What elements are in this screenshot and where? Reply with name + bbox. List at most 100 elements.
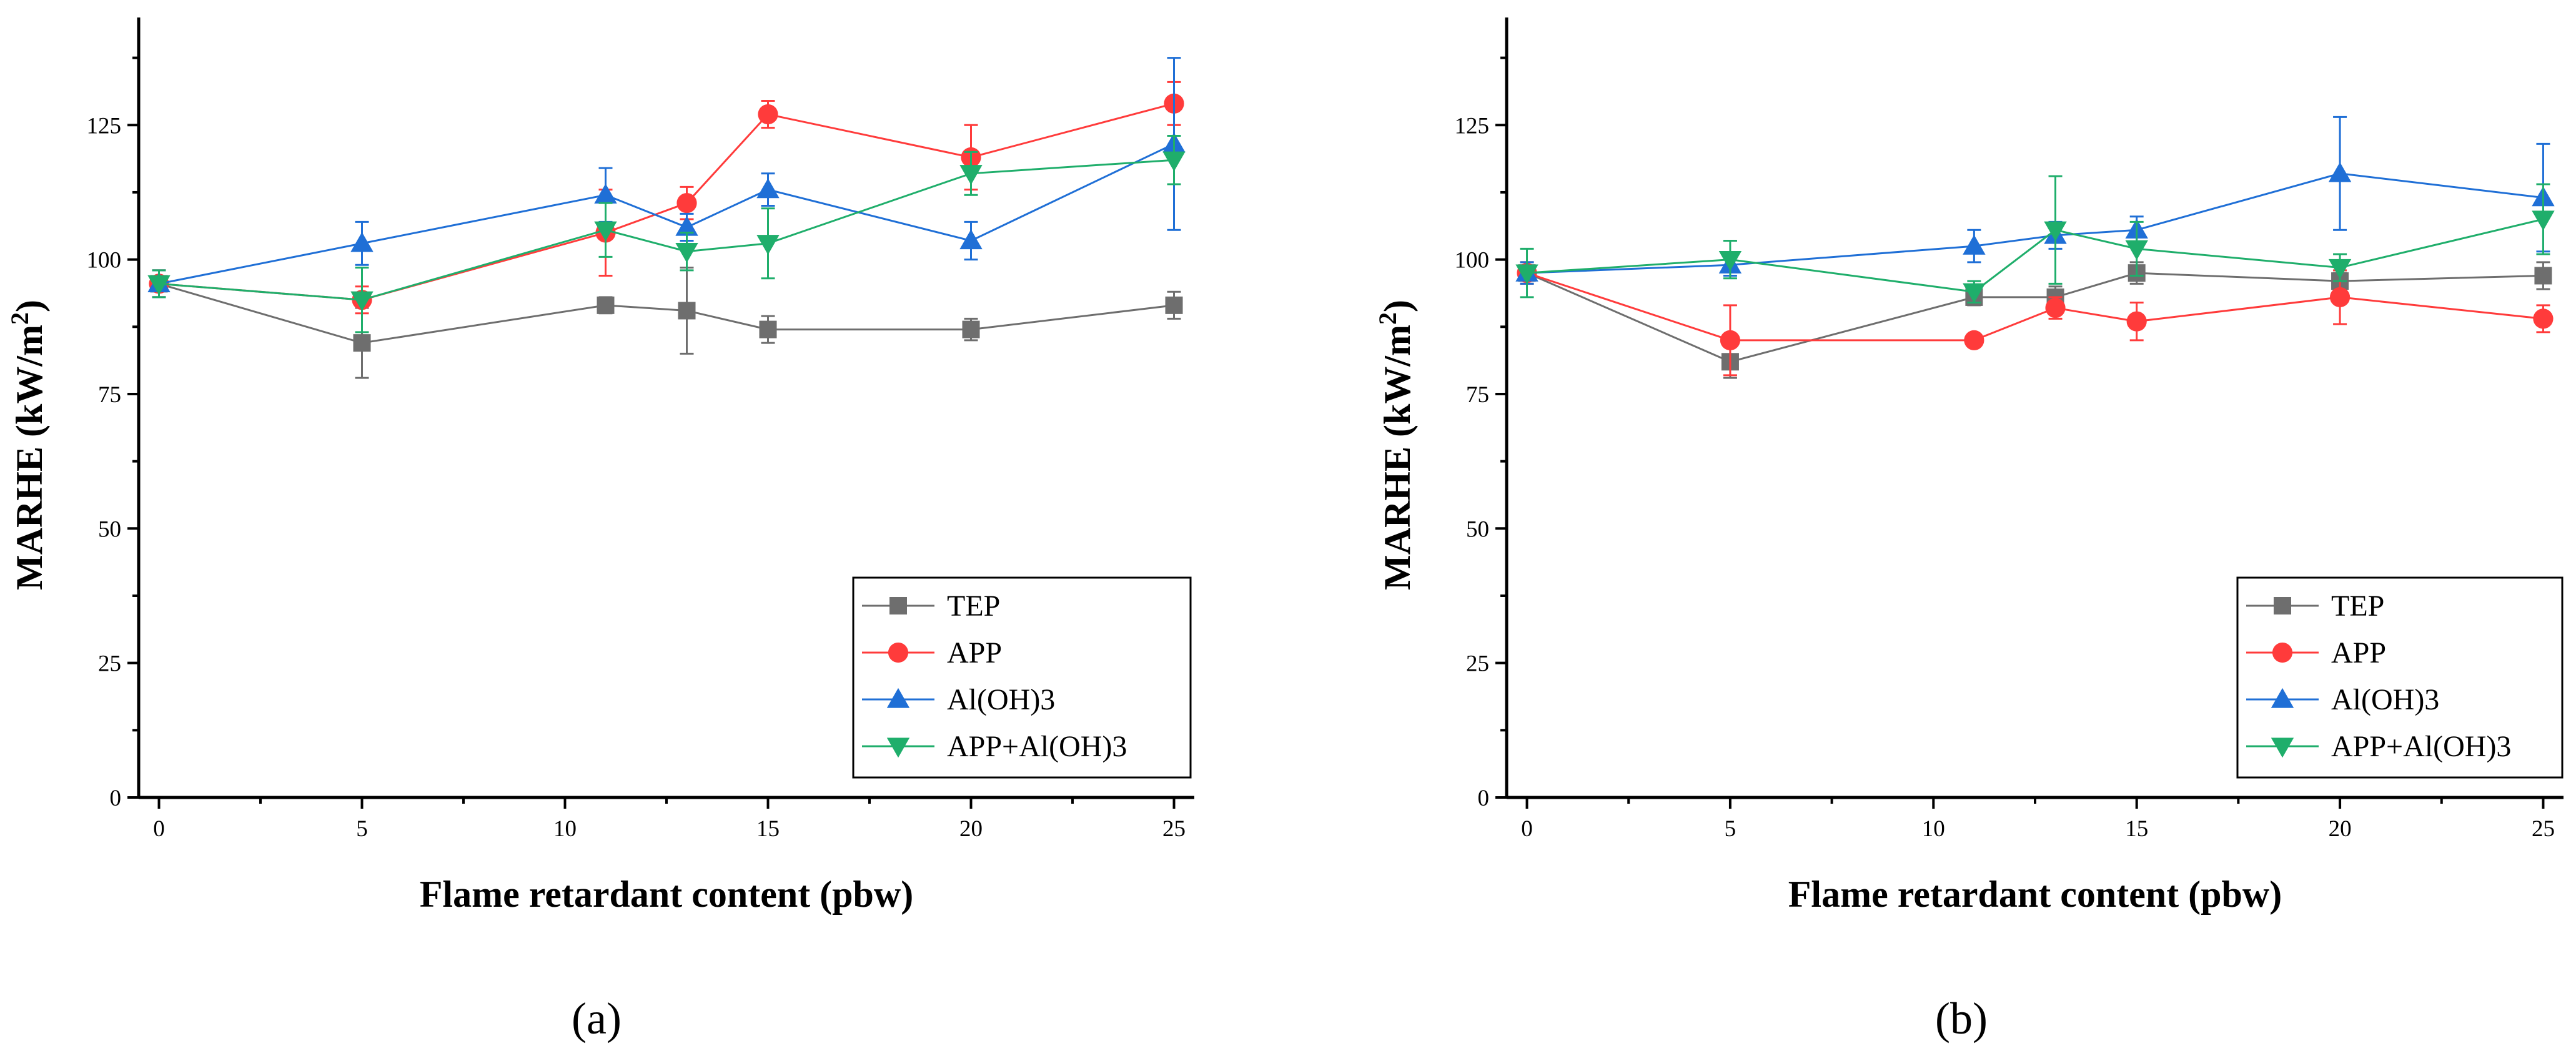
data-point <box>1720 330 1741 350</box>
legend: TEP APP Al(OH)3 APP+Al(OH)3 <box>2236 576 2564 779</box>
y-tick-label: 75 <box>1466 382 1489 408</box>
series-APP+Al(OH)3 <box>147 135 1186 333</box>
data-point <box>350 232 374 252</box>
x-tick-label: 25 <box>1162 816 1186 842</box>
data-point <box>675 215 698 236</box>
legend-entry: Al(OH)3 <box>862 683 1055 716</box>
series-APP+Al(OH)3 <box>1515 175 2555 304</box>
x-tick-label: 10 <box>1922 816 1945 842</box>
x-tick-label: 15 <box>2125 816 2148 842</box>
data-point <box>594 184 617 204</box>
data-point <box>675 243 698 263</box>
y-tick-label: 125 <box>1455 113 1490 139</box>
x-tick-label: 10 <box>553 816 577 842</box>
data-point <box>959 165 983 185</box>
legend-label: APP <box>947 636 1002 669</box>
y-tick-label: 75 <box>98 382 121 408</box>
data-point <box>678 302 696 320</box>
series-line <box>159 282 1174 344</box>
data-point <box>2532 210 2555 231</box>
data-point <box>2126 311 2147 332</box>
series-APP <box>1517 261 2554 377</box>
series-TEP <box>1518 261 2552 379</box>
legend-marker <box>886 688 910 708</box>
legend-marker <box>888 642 909 663</box>
data-point <box>1963 234 1986 255</box>
data-point <box>962 320 980 338</box>
series-Al(OH)3 <box>1515 116 2555 285</box>
y-axis-title: MARHE (kW/m2) <box>1374 300 1418 590</box>
legend-label: APP+Al(OH)3 <box>2331 730 2511 763</box>
legend-marker <box>2274 597 2291 614</box>
panel-label: (b) <box>1935 994 1988 1044</box>
data-point <box>147 275 171 295</box>
data-point <box>597 296 615 314</box>
series-line <box>159 143 1175 285</box>
series-line <box>1526 272 2544 363</box>
x-tick-label: 5 <box>356 816 368 842</box>
series-TEP <box>150 267 1183 379</box>
y-tick-label: 50 <box>1466 516 1489 542</box>
series-line <box>159 159 1174 301</box>
legend-marker <box>2271 738 2294 758</box>
data-point <box>1515 264 1538 285</box>
data-point <box>1964 330 1984 350</box>
y-tick-label: 50 <box>98 516 121 542</box>
legend-entry: TEP <box>862 590 1000 623</box>
legend-label: Al(OH)3 <box>2331 683 2439 716</box>
data-point <box>350 291 374 312</box>
legend-entry: APP+Al(OH)3 <box>2246 730 2511 763</box>
x-tick-label: 25 <box>2532 816 2555 842</box>
legend-label: APP+Al(OH)3 <box>947 730 1127 763</box>
y-tick-label: 0 <box>1478 786 1490 811</box>
chart-panel-b: 0 25 50 75 100 125 0 5 10 15 20 25 Flame retardant c… <box>1374 17 2564 1044</box>
series-line <box>1527 272 2544 342</box>
data-point <box>1165 296 1183 314</box>
legend-entry: APP+Al(OH)3 <box>862 730 1127 763</box>
data-point <box>2045 298 2066 318</box>
legend-entry: APP <box>862 636 1002 669</box>
y-tick-label: 25 <box>1466 651 1489 677</box>
legend-frame <box>2236 576 2564 779</box>
legend-label: APP <box>2331 636 2386 669</box>
data-point <box>758 104 778 125</box>
x-tick-label: 0 <box>1521 816 1533 842</box>
data-point <box>2125 240 2148 260</box>
x-axis-title: Flame retardant content (pbw) <box>420 874 913 915</box>
series-line <box>1527 218 2544 293</box>
legend: TEP APP Al(OH)3 APP+Al(OH)3 <box>852 576 1192 779</box>
data-point <box>594 221 617 242</box>
data-point <box>1718 250 1742 271</box>
data-point <box>959 229 983 250</box>
legend-marker <box>886 738 910 758</box>
legend-entry: TEP <box>2246 590 2384 623</box>
data-point <box>353 334 371 352</box>
series-APP <box>149 81 1184 315</box>
x-axis-title: Flame retardant content (pbw) <box>1788 874 2282 915</box>
data-point <box>2534 267 2552 285</box>
legend-label: TEP <box>2331 590 2384 623</box>
legend-entry: Al(OH)3 <box>2246 683 2439 716</box>
chart-panel-a: 0 25 50 75 100 125 0 5 10 15 20 25 Flame retardant c… <box>6 17 1194 1044</box>
data-point <box>2328 259 2352 279</box>
y-tick-label: 125 <box>87 113 122 139</box>
y-axis-title: MARHE (kW/m2) <box>6 300 50 590</box>
x-tick-label: 5 <box>1725 816 1736 842</box>
y-tick-label: 25 <box>98 651 121 677</box>
x-tick-label: 20 <box>959 816 983 842</box>
series-line <box>159 102 1174 301</box>
legend-frame <box>852 576 1192 779</box>
data-point <box>2328 162 2352 182</box>
legend-entry: APP <box>2246 636 2386 669</box>
y-tick-label: 100 <box>87 248 122 274</box>
series-line <box>1527 172 2544 274</box>
data-point <box>2533 308 2554 329</box>
series-Al(OH)3 <box>147 57 1186 299</box>
x-tick-label: 15 <box>756 816 780 842</box>
legend-marker <box>2271 688 2294 708</box>
data-point <box>2329 287 2351 308</box>
y-tick-label: 100 <box>1455 248 1490 274</box>
y-tick-label: 0 <box>110 786 122 811</box>
legend-marker <box>889 597 907 614</box>
